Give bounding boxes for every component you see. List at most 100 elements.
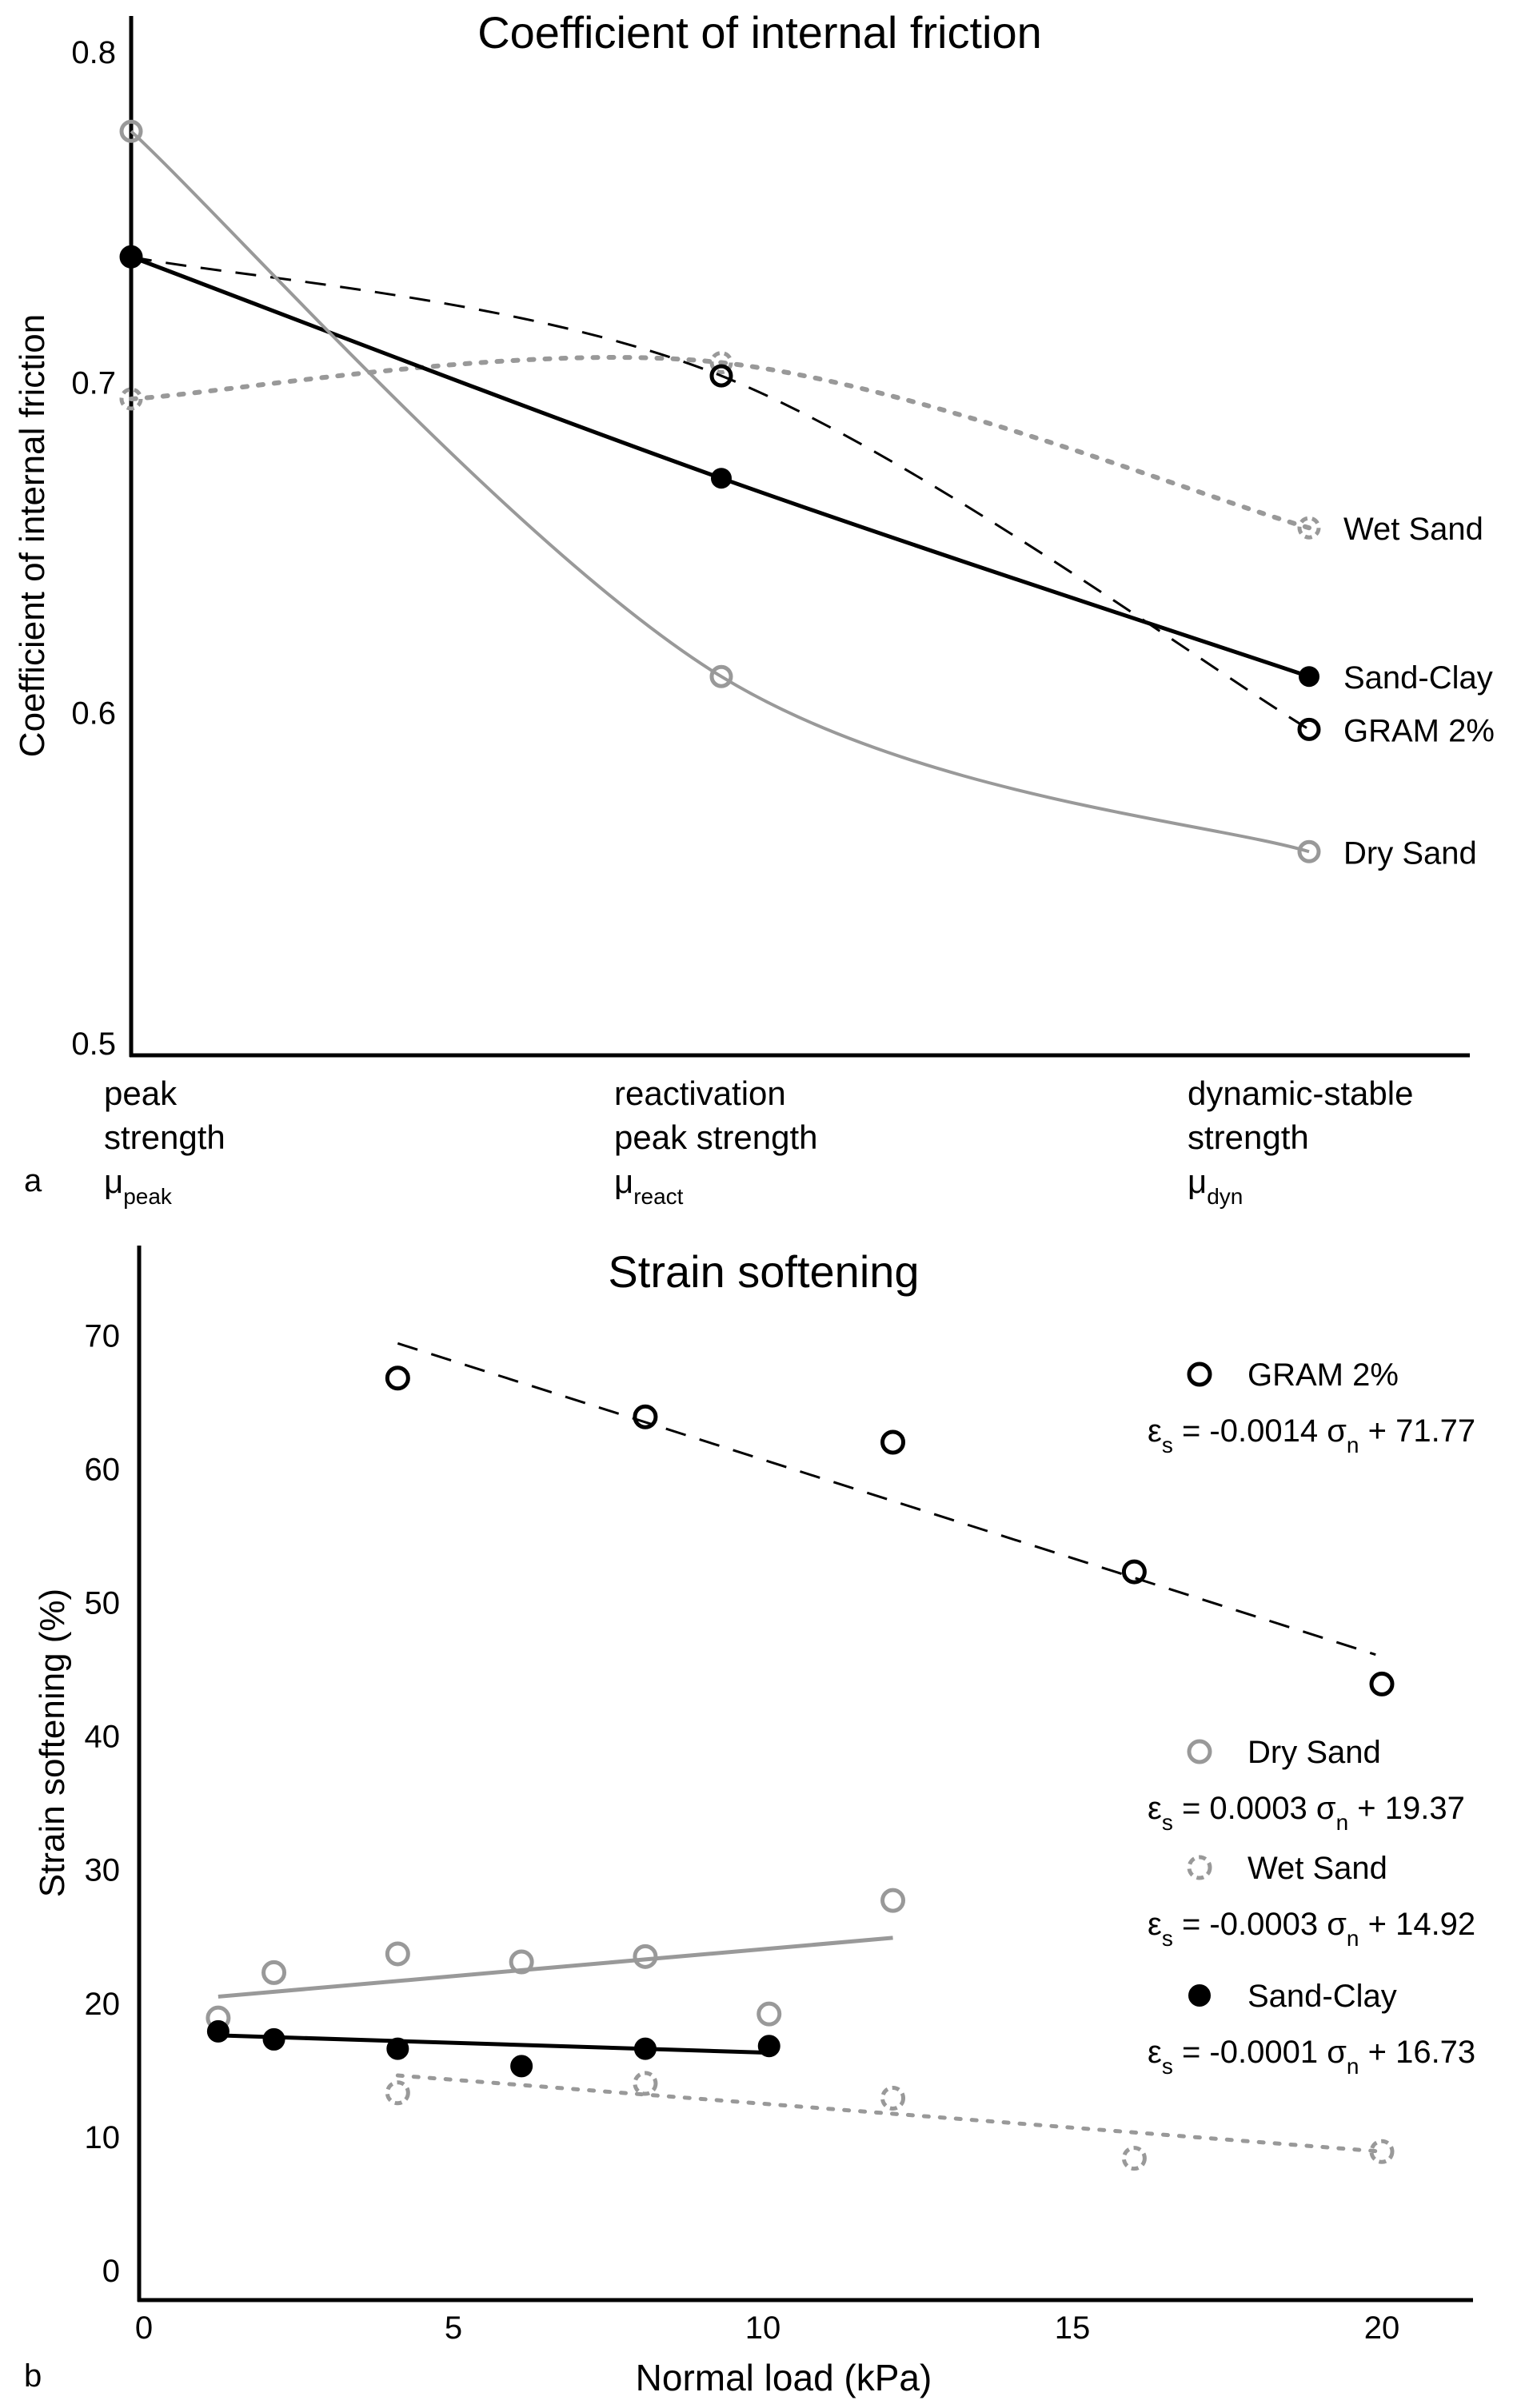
panel-a-y-tick-label: 0.5 — [71, 1027, 116, 1062]
panel-a-category-symbol: μdyn — [1188, 1162, 1243, 1209]
equation-part: = -0.0001 σ — [1173, 2035, 1347, 2070]
panel-b-x-tick-label: 0 — [135, 2310, 153, 2346]
panel-a-point-sand-clay — [711, 468, 732, 489]
equation-part: n — [1347, 1926, 1359, 1951]
panel-a: Coefficient of internal friction Coeffic… — [13, 7, 1495, 1209]
equation-part: n — [1347, 2054, 1359, 2079]
panel-b: Strain softening Strain softening (%) No… — [24, 1246, 1475, 2398]
panel-b-y-tick-label: 0 — [102, 2254, 120, 2289]
panel-b-title: Strain softening — [608, 1246, 919, 1297]
panel-a-series-label-wet-sand: Wet Sand — [1343, 512, 1483, 547]
equation-part: n — [1336, 1810, 1349, 1835]
panel-b-point-dry-sand — [385, 1941, 410, 1967]
panel-b-legend-marker-sand-clay — [1188, 1984, 1211, 2007]
panel-b-fit-line-sand-clay — [218, 2033, 769, 2055]
panel-b-y-tick-label: 10 — [85, 2120, 121, 2155]
panel-a-point-sand-clay — [1299, 666, 1319, 688]
equation-part: s — [1162, 1433, 1173, 1457]
panel-b-point-dry-sand — [880, 1888, 906, 1913]
panel-b-label: b — [24, 2358, 42, 2394]
equation-part: = 0.0003 σ — [1173, 1791, 1336, 1826]
panel-a-point-wet-sand — [1297, 516, 1321, 540]
panel-b-point-dry-sand — [261, 1959, 287, 1985]
panel-b-point-sand-clay — [206, 2019, 230, 2043]
equation-part: s — [1162, 1926, 1173, 1951]
panel-a-category-label: strength — [1188, 1118, 1309, 1156]
panel-b-legend-equation-sand-clay: εs = -0.0001 σn + 16.73 — [1148, 2035, 1475, 2079]
panel-b-point-dry-sand — [509, 1949, 534, 1975]
panel-a-point-dry-sand — [709, 664, 733, 688]
panel-b-legend-marker-wet-sand — [1187, 1855, 1212, 1880]
panel-b-x-label: Normal load (kPa) — [636, 2357, 932, 2398]
equation-part: n — [1347, 1433, 1359, 1457]
panel-a-point-dry-sand — [119, 119, 143, 143]
panel-b-y-tick-label: 30 — [85, 1853, 121, 1888]
panel-b-y-tick-label: 50 — [85, 1586, 121, 1621]
panel-b-point-sand-clay — [633, 2037, 657, 2060]
panel-a-category-label: peak — [104, 1074, 178, 1112]
panel-a-series-line-wet-sand — [129, 355, 1311, 531]
panel-b-legend-label-dry-sand: Dry Sand — [1248, 1735, 1381, 1770]
panel-b-point-gram-2 — [1121, 1559, 1147, 1585]
panel-b-y-tick-label: 40 — [85, 1720, 121, 1755]
equation-part: + 71.77 — [1359, 1413, 1475, 1449]
panel-b-point-wet-sand — [385, 2080, 410, 2106]
panel-a-category-subscript: peak — [123, 1184, 173, 1209]
panel-a-category-symbol: μpeak — [104, 1162, 173, 1209]
panel-a-category-label: dynamic-stable — [1188, 1074, 1413, 1112]
panel-b-point-sand-clay — [262, 2027, 285, 2051]
panel-a-point-gram-2 — [709, 364, 733, 388]
panel-a-y-label: Coefficient of internal friction — [13, 314, 52, 757]
panel-b-x-tick-label: 5 — [445, 2310, 462, 2346]
panel-a-series-label-gram-2: GRAM 2% — [1343, 713, 1495, 748]
panel-b-legend-marker-dry-sand — [1187, 1739, 1212, 1764]
panel-b-point-sand-clay — [386, 2037, 409, 2060]
panel-b-point-dry-sand — [633, 1944, 658, 1969]
panel-b-fit-line-dry-sand — [218, 1936, 893, 1999]
panel-b-point-wet-sand — [880, 2085, 906, 2111]
equation-part: ε — [1148, 1791, 1162, 1826]
panel-a-label: a — [24, 1163, 42, 1198]
panel-b-point-sand-clay — [510, 2055, 533, 2078]
equation-part: + 19.37 — [1348, 1791, 1465, 1826]
panel-a-point-gram-2 — [1297, 717, 1321, 741]
panel-b-point-gram-2 — [880, 1429, 906, 1455]
panel-b-point-sand-clay — [757, 2035, 780, 2058]
panel-a-point-gram-2 — [119, 245, 143, 269]
panel-a-category-label: strength — [104, 1118, 226, 1156]
panel-b-legend-marker-gram-2 — [1187, 1361, 1212, 1387]
panel-a-series-label-sand-clay: Sand-Clay — [1343, 660, 1493, 696]
panel-a-point-dry-sand — [1297, 839, 1321, 863]
panel-b-fit-line-wet-sand — [395, 2073, 1384, 2154]
panel-b-legend-equation-gram-2: εs = -0.0014 σn + 71.77 — [1148, 1413, 1475, 1457]
equation-part: + 14.92 — [1359, 1907, 1475, 1942]
panel-a-series-line-gram-2 — [130, 255, 1310, 731]
panel-b-point-wet-sand — [633, 2071, 658, 2096]
panel-b-point-dry-sand — [756, 2001, 782, 2027]
panel-a-series-line-sand-clay — [130, 254, 1310, 679]
panel-b-y-tick-label: 60 — [85, 1452, 121, 1487]
panel-a-category-symbol: μreact — [614, 1162, 684, 1209]
panel-a-series-line-dry-sand — [130, 130, 1310, 854]
equation-part: = -0.0014 σ — [1173, 1413, 1347, 1449]
panel-a-category-subscript: dyn — [1207, 1184, 1243, 1209]
panel-a-point-wet-sand — [119, 387, 143, 411]
panel-b-x-tick-label: 20 — [1364, 2310, 1400, 2346]
panel-a-series-label-dry-sand: Dry Sand — [1343, 835, 1477, 871]
panel-b-x-tick-label: 15 — [1055, 2310, 1091, 2346]
equation-part: ε — [1148, 2035, 1162, 2070]
panel-a-category-label: reactivation — [614, 1074, 786, 1112]
panel-a-category-label: peak strength — [614, 1118, 818, 1156]
equation-part: ε — [1148, 1907, 1162, 1942]
panel-b-y-tick-label: 70 — [85, 1318, 121, 1354]
panel-a-y-tick-label: 0.8 — [71, 35, 116, 70]
panel-a-point-wet-sand — [709, 351, 733, 375]
panel-b-fit-line-gram-2 — [397, 1342, 1376, 1656]
panel-b-point-wet-sand — [1121, 2146, 1147, 2171]
panel-b-point-gram-2 — [385, 1365, 410, 1391]
equation-part: = -0.0003 σ — [1173, 1907, 1347, 1942]
equation-part: s — [1162, 2054, 1173, 2079]
panel-b-x-tick-label: 10 — [745, 2310, 781, 2346]
panel-a-title: Coefficient of internal friction — [477, 7, 1042, 58]
